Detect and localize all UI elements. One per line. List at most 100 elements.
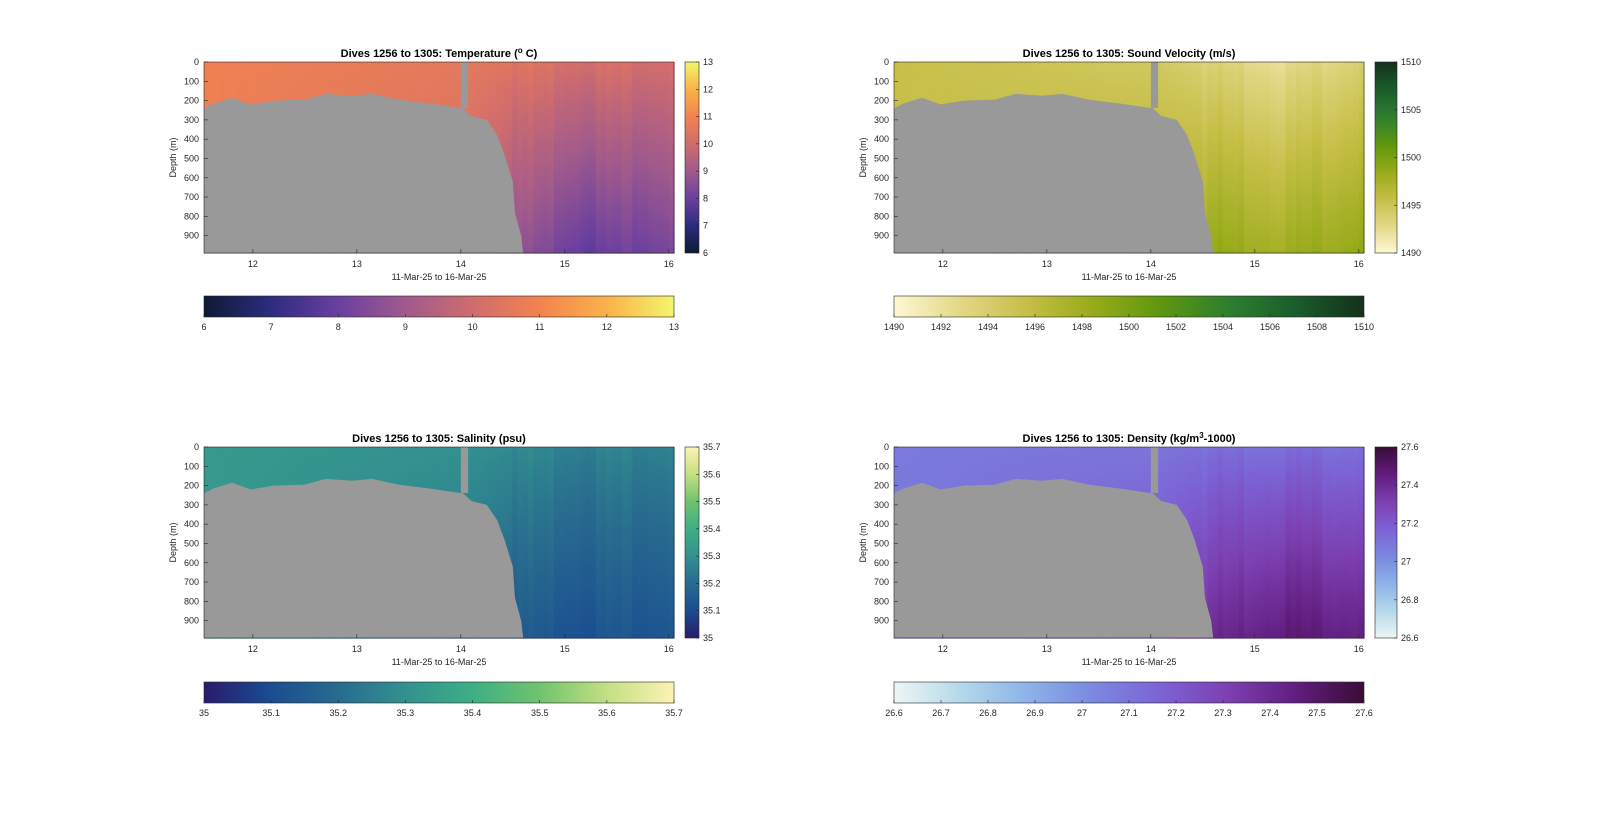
- heatmap-cell: [271, 92, 278, 98]
- heatmap-cell: [653, 102, 659, 108]
- heatmap-cell: [1024, 72, 1031, 78]
- heatmap-cell: [1076, 92, 1083, 98]
- heatmap-cell: [642, 122, 649, 128]
- heatmap-cell: [653, 87, 659, 93]
- heatmap-cell: [449, 97, 456, 103]
- heatmap-cell: [360, 67, 367, 73]
- heatmap-cell: [533, 162, 539, 169]
- heatmap-cell: [982, 67, 989, 73]
- heatmap-cell: [658, 92, 665, 98]
- heatmap-cell: [371, 62, 377, 68]
- heatmap-cell: [956, 97, 963, 103]
- heatmap-cell: [1008, 62, 1015, 68]
- heatmap-cell: [642, 237, 649, 244]
- heatmap-cell: [574, 147, 581, 154]
- heatmap-cell: [663, 222, 670, 229]
- heatmap-cell: [590, 247, 597, 254]
- heatmap-cell: [1102, 92, 1109, 98]
- heatmap-cell: [318, 82, 325, 88]
- heatmap-cell: [527, 227, 534, 234]
- heatmap-cell: [501, 62, 508, 68]
- heatmap-cell: [491, 97, 498, 103]
- heatmap-cell: [977, 97, 984, 103]
- heatmap-cell: [574, 187, 581, 194]
- heatmap-cell: [600, 127, 607, 133]
- heatmap-cell: [600, 102, 607, 108]
- heatmap-cell: [585, 207, 592, 214]
- heatmap-cell: [600, 137, 607, 144]
- heatmap-cell: [632, 182, 639, 189]
- heatmap-cell: [569, 192, 576, 199]
- heatmap-cell: [1035, 72, 1041, 78]
- heatmap-cell: [449, 67, 456, 73]
- heatmap-cell: [553, 177, 560, 184]
- heatmap-cell: [585, 112, 592, 118]
- heatmap-cell: [590, 227, 597, 234]
- heatmap-cell: [428, 62, 435, 68]
- heatmap-cell: [1045, 77, 1052, 83]
- heatmap-cell: [1050, 62, 1057, 68]
- heatmap-cell: [277, 87, 283, 93]
- heatmap-cell: [621, 237, 628, 244]
- heatmap-cell: [1061, 77, 1067, 83]
- heatmap-cell: [209, 82, 216, 88]
- heatmap-cell: [909, 72, 916, 78]
- heatmap-cell: [914, 92, 921, 98]
- heatmap-cell: [668, 202, 675, 209]
- heatmap-cell: [600, 232, 607, 239]
- heatmap-cell: [574, 167, 581, 174]
- heatmap-cell: [642, 192, 649, 199]
- heatmap-cell: [428, 82, 435, 88]
- heatmap-cell: [412, 87, 419, 93]
- heatmap-cell: [308, 87, 315, 93]
- heatmap-cell: [621, 222, 628, 229]
- heatmap-cell: [569, 157, 576, 164]
- heatmap-cell: [402, 72, 409, 78]
- heatmap-cell: [909, 97, 916, 103]
- heatmap-cell: [512, 132, 518, 138]
- heatmap-cell: [407, 82, 414, 88]
- heatmap-cell: [590, 152, 597, 159]
- heatmap-cell: [606, 127, 612, 133]
- heatmap-cell: [496, 87, 503, 93]
- heatmap-cell: [371, 77, 377, 83]
- heatmap-cell: [454, 72, 461, 78]
- heatmap-cell: [517, 227, 524, 234]
- heatmap-cell: [658, 112, 665, 118]
- heatmap-cell: [209, 67, 216, 73]
- heatmap-cell: [251, 97, 257, 103]
- heatmap-cell: [611, 117, 618, 123]
- heatmap-cell: [506, 152, 513, 159]
- heatmap-cell: [339, 87, 346, 93]
- heatmap-cell: [668, 207, 675, 214]
- heatmap-cell: [627, 167, 633, 174]
- heatmap-cell: [1071, 82, 1078, 88]
- heatmap-cell: [397, 72, 404, 78]
- heatmap-cell: [585, 137, 592, 144]
- heatmap-cell: [647, 177, 654, 184]
- heatmap-cell: [668, 192, 675, 199]
- heatmap-cell: [658, 182, 665, 189]
- heatmap-cell: [606, 197, 612, 204]
- heatmap-cell: [324, 62, 330, 68]
- heatmap-cell: [668, 112, 675, 118]
- heatmap-cell: [914, 62, 921, 68]
- heatmap-cell: [548, 162, 555, 169]
- heatmap-cell: [993, 77, 1000, 83]
- heatmap-cell: [470, 102, 477, 108]
- heatmap-cell: [668, 142, 675, 149]
- heatmap-cell: [569, 202, 576, 209]
- heatmap-cell: [559, 157, 565, 164]
- heatmap-cell: [627, 247, 633, 254]
- heatmap-cell: [925, 72, 932, 78]
- heatmap-cell: [527, 67, 534, 73]
- heatmap-cell: [355, 62, 362, 68]
- heatmap-cell: [988, 87, 994, 93]
- heatmap-cell: [308, 77, 315, 83]
- heatmap-cell: [553, 242, 560, 249]
- heatmap-cell: [433, 62, 440, 68]
- heatmap-cell: [548, 62, 555, 68]
- heatmap-cell: [637, 92, 644, 98]
- heatmap-cell: [595, 87, 602, 93]
- heatmap-cell: [616, 232, 623, 239]
